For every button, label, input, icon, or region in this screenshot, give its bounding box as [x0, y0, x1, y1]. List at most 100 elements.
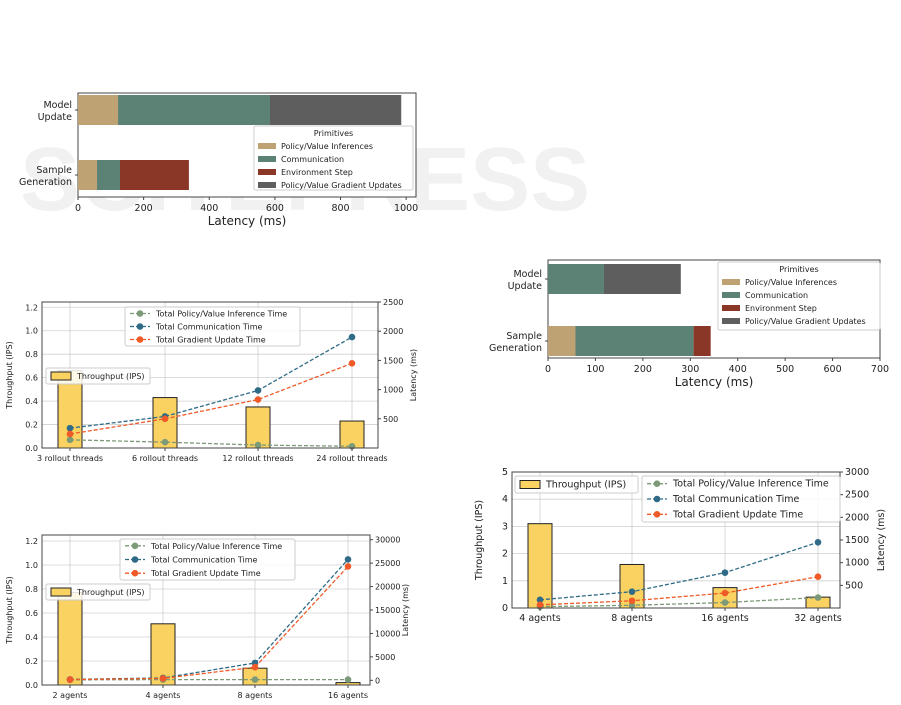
bar-segment-policy-value-inferences	[78, 95, 119, 125]
y2-tick-label: 10000	[375, 629, 400, 638]
legend-label: Throughput (IPS)	[545, 480, 626, 491]
y-tick-label: 0.4	[25, 633, 38, 642]
latency-point	[254, 441, 262, 449]
bar-legend-box	[45, 367, 151, 385]
x-tick-label: 3 rollout threads	[37, 454, 103, 463]
latency-point	[344, 563, 352, 570]
legend-swatch	[258, 182, 276, 188]
legend-swatch	[258, 169, 276, 175]
y-axis-label: Throughput (IPS)	[5, 576, 14, 645]
x-axis-label: Latency (ms)	[208, 214, 287, 228]
x-axis-label: Latency (ms)	[675, 375, 754, 389]
legend-title: Primitives	[314, 129, 353, 138]
legend-label: Total Gradient Update Time	[150, 569, 261, 578]
x-tick-label: 400	[200, 203, 218, 214]
y2-axis-label: Latency (ms)	[409, 349, 418, 401]
y-tick-label: 5	[502, 467, 508, 478]
legend-label: Total Policy/Value Inference Time	[155, 310, 287, 319]
x-tick-label: 1000	[394, 203, 418, 214]
bar-legend-box	[514, 475, 639, 494]
y-tick-label: 0	[502, 603, 508, 614]
y2-axis-label: Latency (ms)	[876, 509, 887, 571]
x-tick-label: 16 agents	[701, 613, 749, 624]
y-tick-label: Update	[508, 281, 543, 292]
chart-4: 0 1 2 3 4 5 500 1000 1500 2000 2500 3000 4 agents 8 a…	[474, 467, 887, 624]
y-tick-label: 0.0	[25, 444, 38, 453]
legend-label: Throughput (IPS)	[76, 372, 145, 381]
latency-point	[344, 676, 352, 683]
y-tick-label: 0.2	[25, 421, 38, 430]
x-tick-label: 4 agents	[146, 691, 181, 700]
plot-frame	[41, 534, 371, 686]
latency-line	[539, 576, 819, 606]
latency-point	[721, 569, 729, 576]
latency-point	[66, 430, 74, 438]
latency-point	[348, 333, 356, 341]
legend-marker	[653, 480, 661, 487]
latency-point	[66, 676, 74, 683]
chart-5: 0.0 0.2 0.4 0.6 0.8 1.0 1.2 0 5000 10000 15000 2000…	[5, 534, 410, 700]
legend-label: Total Gradient Update Time	[672, 509, 803, 520]
latency-point	[814, 594, 822, 601]
latency-point	[628, 597, 636, 605]
latency-point	[161, 438, 169, 446]
bar-segment-communication	[118, 95, 270, 125]
y2-tick-label: 500	[845, 580, 863, 591]
x-tick-label: 8 agents	[238, 691, 273, 700]
bar-segment-communication	[575, 326, 694, 356]
y-tick-label: 0.8	[25, 585, 38, 594]
legend-swatch	[50, 371, 72, 381]
legend-marker	[653, 511, 661, 518]
y2-tick-label: 2000	[845, 512, 869, 523]
y2-tick-label: 2500	[383, 298, 403, 307]
latency-point	[251, 676, 259, 683]
y-axis-label: Throughput (IPS)	[474, 500, 485, 581]
y-tick-label: 0.8	[25, 350, 38, 359]
legend-swatch	[722, 292, 740, 298]
legend-label: Total Gradient Update Time	[155, 336, 266, 345]
latency-point	[814, 573, 822, 581]
y-tick-label: 0.6	[25, 374, 38, 383]
y-tick-label: Model	[513, 269, 542, 280]
x-tick-label: 12 rollout threads	[222, 454, 293, 463]
y-tick-label: 0.4	[25, 397, 38, 406]
legend-marker	[136, 336, 144, 343]
legend-label: Total Policy/Value Inference Time	[672, 479, 829, 490]
y2-tick-label: 1500	[845, 535, 869, 546]
y2-tick-label: 5000	[375, 653, 395, 662]
line-legend-box	[119, 538, 296, 581]
y-tick-label: Sample	[506, 331, 542, 342]
y2-tick-label: 20000	[375, 583, 400, 592]
latency-point	[66, 436, 74, 444]
legend-marker	[131, 542, 139, 550]
throughput-bar	[527, 523, 553, 609]
plot-frame	[511, 471, 841, 609]
latency-point	[254, 396, 262, 403]
bar-segment-communication	[97, 160, 121, 190]
x-tick-label: 24 rollout threads	[316, 454, 387, 463]
latency-point	[721, 589, 729, 597]
x-tick-label: 100	[586, 364, 604, 375]
legend-box	[717, 261, 881, 331]
y2-tick-label: 25000	[375, 559, 400, 568]
y-tick-label: 0.2	[25, 657, 38, 666]
legend-marker	[653, 495, 661, 503]
latency-point	[344, 556, 352, 563]
legend-marker	[136, 323, 144, 330]
latency-line	[69, 362, 353, 435]
y-tick-label: Generation	[19, 177, 72, 188]
throughput-bar	[245, 406, 271, 449]
x-tick-label: 600	[266, 203, 284, 214]
y2-axis-label: Latency (ms)	[401, 584, 410, 636]
latency-line	[69, 565, 349, 681]
legend-swatch	[722, 279, 740, 285]
legend-swatch	[258, 143, 276, 149]
bar-segment-gradient-updates	[603, 264, 681, 294]
x-tick-label: 500	[776, 364, 794, 375]
throughput-bar	[57, 592, 83, 686]
latency-point	[814, 538, 822, 546]
y-tick-label: 1.0	[25, 561, 38, 570]
